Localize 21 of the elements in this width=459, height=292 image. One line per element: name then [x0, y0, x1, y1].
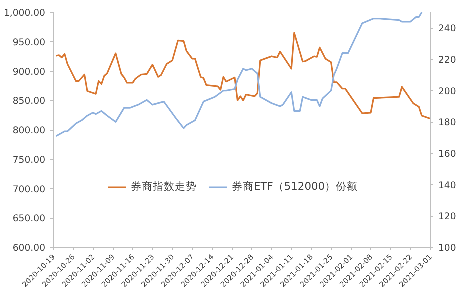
y2-tick-label: 160	[438, 149, 456, 160]
y2-tick-label: 120	[438, 212, 456, 223]
legend-label: 券商指数走势	[131, 180, 197, 194]
y2-tick-label: 180	[438, 118, 456, 129]
line-series	[56, 12, 423, 138]
y2-tick-label: 140	[438, 180, 456, 192]
y-tick-label: 1,000.00	[4, 8, 46, 19]
y2-tick-label: 200	[438, 86, 456, 98]
y-tick-label: 750.00	[12, 154, 46, 166]
y2-tick-label: 100	[438, 243, 456, 254]
y-tick-label: 850.00	[12, 96, 46, 108]
y-tick-label: 700.00	[12, 184, 46, 196]
line-series	[56, 32, 430, 120]
y-tick-label: 600.00	[12, 243, 46, 254]
y2-tick-label: 220	[438, 55, 456, 66]
y-tick-label: 650.00	[12, 214, 46, 225]
y-tick-label: 950.00	[12, 37, 46, 48]
y2-tick-label: 240	[438, 24, 456, 35]
legend-label: 券商ETF（512000）份额	[232, 180, 358, 194]
y-tick-label: 800.00	[12, 126, 46, 136]
y-tick-label: 900.00	[12, 66, 46, 78]
